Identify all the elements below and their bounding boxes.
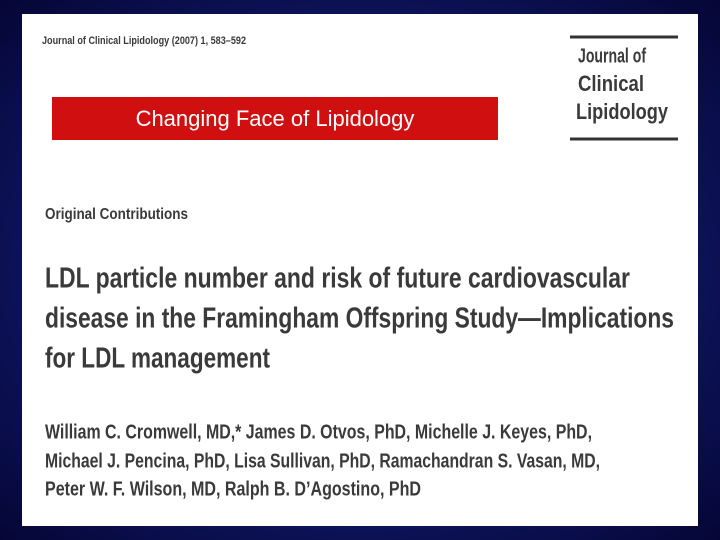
section-label: Original Contributions — [45, 206, 188, 223]
banner-box — [52, 97, 498, 140]
author-line: William C. Cromwell, MD,* James D. Otvos… — [45, 421, 592, 443]
logo-text: Lipidology — [576, 99, 669, 124]
logo-text: Clinical — [578, 71, 644, 96]
logo-text: Journal of — [578, 45, 646, 67]
journal-logo: Journal of Clinical Lipidology — [570, 35, 678, 141]
banner-title: Changing Face of Lipidology — [136, 106, 415, 131]
article-title: LDL particle number and risk of future c… — [45, 263, 630, 295]
article-title: for LDL management — [45, 343, 270, 375]
citation: Journal of Clinical Lipidology (2007) 1,… — [42, 35, 246, 47]
author-line: Michael J. Pencina, PhD, Lisa Sullivan, … — [45, 450, 600, 472]
author-line: Peter W. F. Wilson, MD, Ralph B. D’Agost… — [45, 478, 421, 500]
article-title: disease in the Framingham Offspring Stud… — [45, 303, 674, 335]
